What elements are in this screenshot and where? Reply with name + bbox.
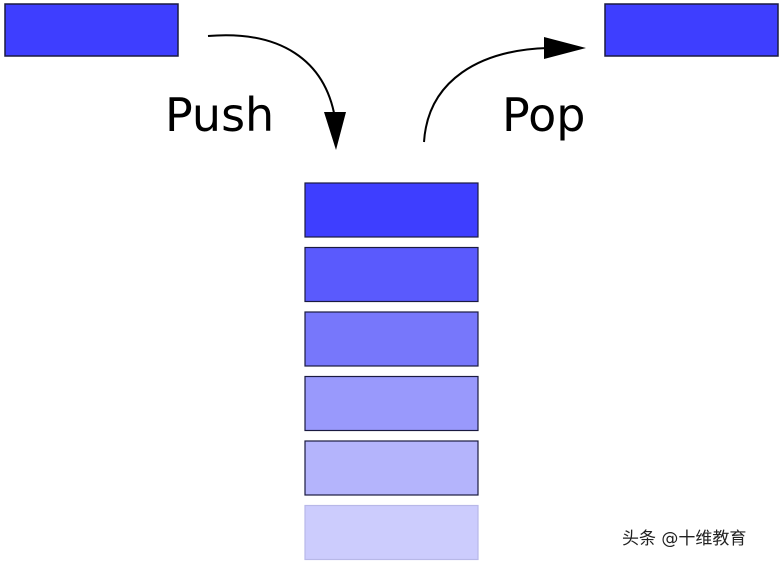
push-arrow xyxy=(207,34,336,119)
stack-block-third xyxy=(304,311,479,367)
pop-arrowhead xyxy=(544,37,586,59)
stack-block-fourth xyxy=(304,375,479,432)
pop-arrow xyxy=(423,47,549,143)
outgoing-block xyxy=(604,3,779,57)
stack-block-fifth xyxy=(304,440,479,496)
stack-block-bottom xyxy=(304,504,479,561)
stack-block-second xyxy=(304,246,479,303)
stack-block-top xyxy=(304,182,479,238)
push-arrowhead xyxy=(324,112,346,150)
watermark: 头条 @十维教育 xyxy=(622,529,747,549)
push-label: Push xyxy=(165,88,274,142)
incoming-block xyxy=(4,3,179,57)
pop-label: Pop xyxy=(502,88,585,142)
stack xyxy=(304,182,479,561)
